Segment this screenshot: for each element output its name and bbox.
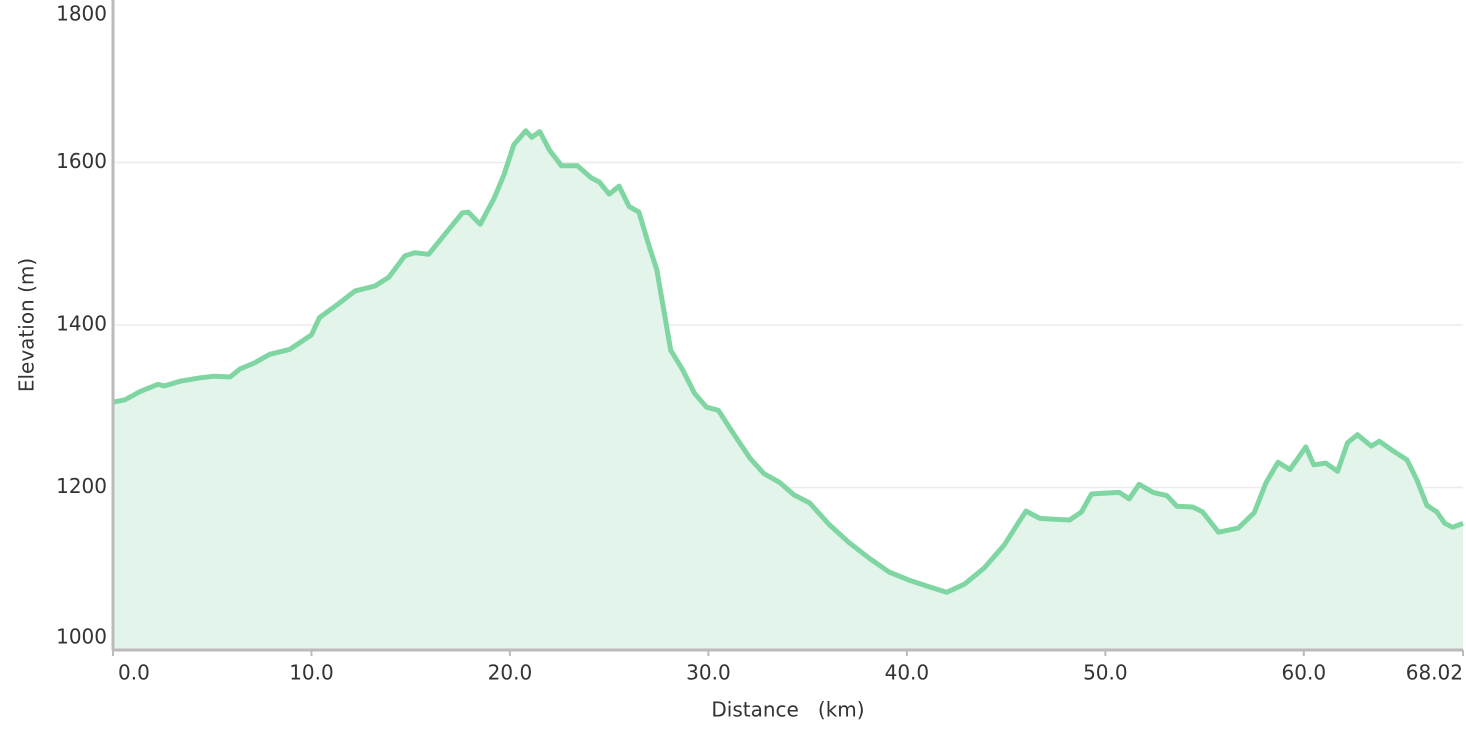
x-tick-label: 40.0 [885, 661, 930, 685]
y-tick-label: 1400 [56, 312, 107, 336]
y-tick-label: 1800 [56, 2, 107, 26]
x-tick-label: 50.0 [1083, 661, 1128, 685]
y-tick-label: 1000 [56, 625, 107, 649]
x-tick-label: 10.0 [289, 661, 334, 685]
x-axis-label: Distance (km) [711, 698, 864, 722]
x-tick-label: 60.0 [1282, 661, 1327, 685]
x-tick-label: 68.02 [1406, 661, 1463, 685]
elevation-line [112, 128, 1464, 595]
x-tick-label: 0.0 [118, 661, 150, 685]
y-axis-label: Elevation (m) [15, 258, 39, 392]
y-tick-label: 1200 [56, 474, 107, 498]
x-tick-label: 30.0 [686, 661, 731, 685]
area-fill [113, 130, 1463, 651]
y-tick-label: 1600 [56, 149, 107, 173]
x-tick-label: 20.0 [488, 661, 533, 685]
